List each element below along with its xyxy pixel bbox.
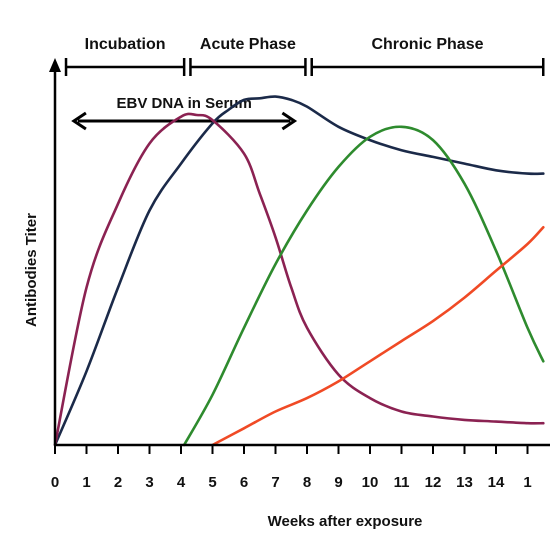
x-tick-label: 9 [334, 474, 342, 491]
x-tick-label: 11 [394, 474, 410, 491]
phase-label: Acute Phase [200, 36, 296, 53]
x-axis-title: Weeks after exposure [268, 513, 423, 530]
phase-segment: Incubation [64, 36, 186, 76]
series-curve-maroon [53, 112, 545, 447]
x-tick-label: 1 [82, 474, 90, 491]
x-tick-label: 7 [271, 474, 279, 491]
series-curve-green [182, 125, 545, 447]
x-tick-label: 2 [114, 474, 122, 491]
x-tick-label: 5 [208, 474, 216, 491]
x-tick-label: 8 [303, 474, 311, 491]
x-tick-label: 10 [362, 474, 379, 491]
series-curve-red [211, 226, 545, 447]
phase-label: Incubation [85, 36, 166, 53]
phase-label: Chronic Phase [371, 36, 483, 53]
axes [49, 58, 550, 447]
phase-segment: Acute Phase [189, 36, 307, 76]
y-axis-title: Antibodies Titer [23, 213, 40, 327]
annotation: EBV DNA in Serum [71, 95, 298, 131]
phase-segment: Chronic Phase [310, 36, 545, 76]
phase-bar: Incubation Acute Phase Chronic Phase [64, 36, 545, 76]
x-tick-label: 6 [240, 474, 248, 491]
x-tick-label: 12 [425, 474, 442, 491]
x-ticks: 0 1 2 3 4 5 6 7 8 9 10 11 12 13 14 1 [51, 445, 532, 491]
x-tick-label: 3 [145, 474, 153, 491]
x-tick-label: 1 [523, 474, 531, 491]
annotation-arrowhead-right [281, 111, 298, 131]
x-tick-label: 4 [177, 474, 186, 491]
annotation-layer: EBV DNA in Serum [71, 95, 298, 131]
x-tick-label: 14 [488, 474, 505, 491]
x-tick-label: 13 [456, 474, 473, 491]
x-tick-label: 0 [51, 474, 59, 491]
y-axis-arrowhead [49, 58, 61, 72]
series-curve-navy [53, 95, 545, 447]
series-layer [53, 95, 545, 447]
annotation-arrowhead-left [71, 111, 87, 131]
annotation-label: EBV DNA in Serum [116, 95, 251, 112]
